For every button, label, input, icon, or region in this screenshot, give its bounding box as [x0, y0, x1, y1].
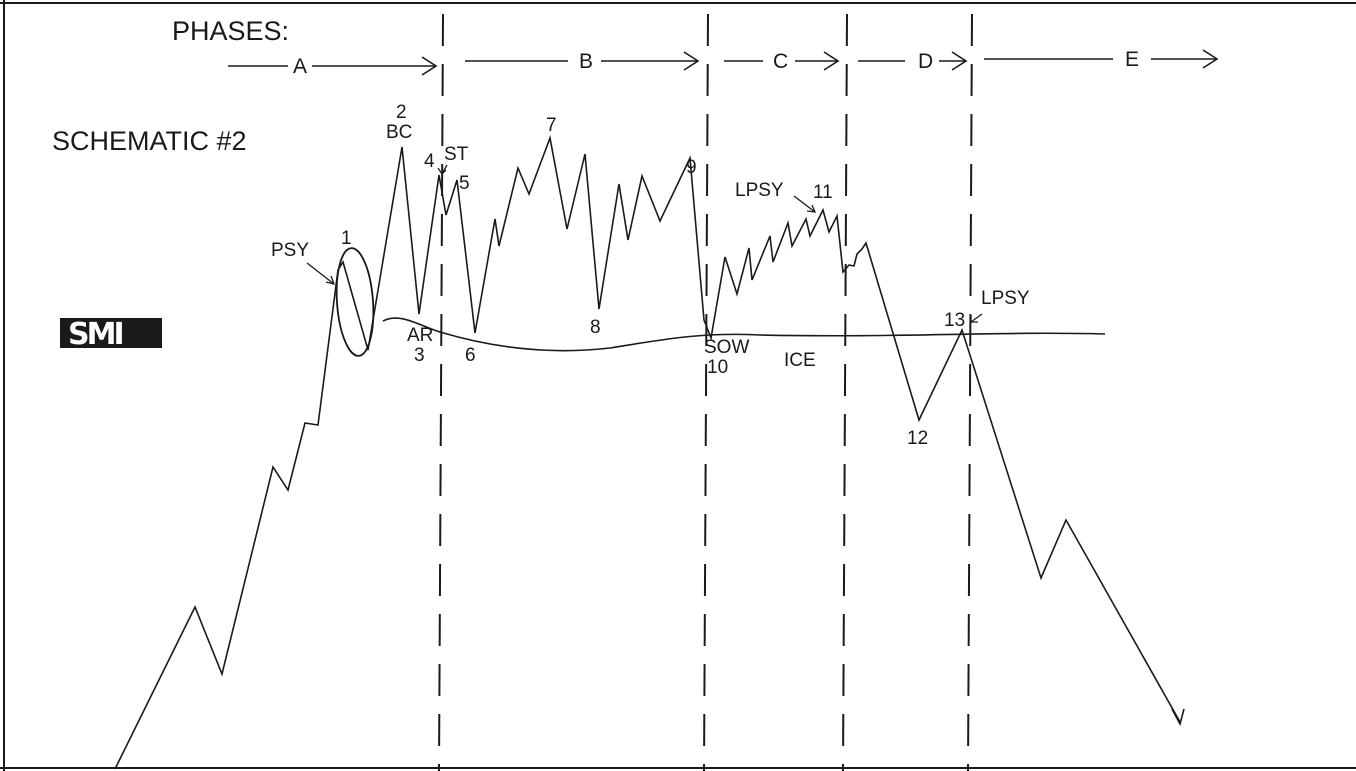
label-lpsy-13: LPSY [981, 288, 1030, 309]
phases-label: PHASES: [172, 16, 289, 46]
label-3: 3 [414, 345, 425, 366]
phase-label-e: E [1125, 48, 1139, 71]
phase-arrow-b [465, 51, 700, 71]
label-sow: SOW [704, 337, 749, 358]
phase-arrows [228, 49, 1219, 76]
phase-arrow-e [984, 49, 1219, 69]
phase-divider-bc [703, 13, 709, 771]
label-4: 4 [424, 151, 435, 172]
label-10: 10 [707, 357, 728, 378]
phase-label-b: B [579, 50, 593, 73]
st-pointer-arrow [437, 164, 448, 176]
phase-label-c: C [773, 50, 788, 73]
label-9: 9 [686, 157, 697, 178]
phase-label-d: D [918, 50, 933, 73]
phase-divider-cd [842, 13, 848, 771]
support-line [382, 317, 1106, 352]
label-1: 1 [341, 228, 352, 249]
schematic-title: SCHEMATIC #2 [52, 126, 247, 156]
psy-pointer-arrow [306, 262, 336, 285]
phase-arrow-c [724, 51, 840, 71]
phase-arrow-a [228, 56, 438, 76]
label-8: 8 [590, 317, 601, 338]
label-bc: BC [386, 122, 412, 143]
logo-text: SMI [68, 317, 122, 352]
annotation-arrows [306, 164, 983, 323]
phase-divider-ab [438, 13, 444, 771]
phase-divider-de [967, 13, 973, 771]
label-st: ST [444, 144, 469, 165]
lpsy-11-pointer-arrow [793, 195, 817, 213]
label-6: 6 [465, 345, 476, 366]
phase-arrow-d [858, 51, 968, 71]
label-13: 13 [944, 310, 965, 331]
label-lpsy-11: LPSY [735, 180, 784, 201]
lpsy-13-pointer-arrow [970, 313, 983, 323]
smi-logo: SMI [60, 317, 162, 352]
label-ar: AR [407, 325, 433, 346]
label-ice: ICE [784, 350, 816, 371]
label-5: 5 [459, 173, 470, 194]
price-path [114, 135, 1181, 770]
label-11: 11 [813, 182, 833, 203]
label-2: 2 [396, 102, 407, 123]
price-arrowhead [1171, 708, 1185, 727]
phase-labels: A B C D E [293, 48, 1139, 78]
label-12: 12 [907, 428, 928, 449]
label-psy: PSY [271, 240, 309, 261]
logo-background [60, 318, 162, 348]
label-7: 7 [546, 115, 557, 136]
phase-label-a: A [293, 55, 307, 78]
climax-ellipse [335, 247, 375, 357]
event-labels: PSY 1 2 BC 4 ST 5 AR 3 6 7 8 9 SOW 10 LP… [271, 102, 1030, 449]
phase-dividers [438, 13, 973, 771]
